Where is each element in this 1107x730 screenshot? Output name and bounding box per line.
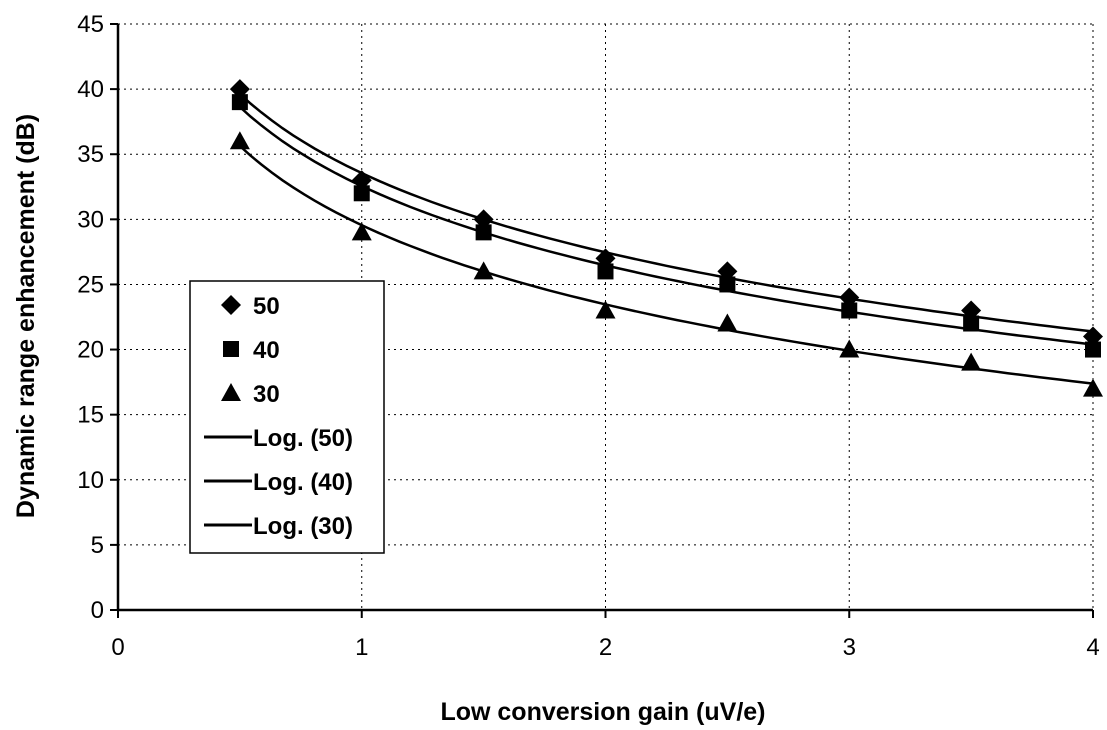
data-point-40 [841, 302, 858, 319]
y-tick-label: 40 [77, 76, 104, 103]
y-tick-label: 5 [91, 532, 104, 559]
tick-labels: 0 5 10 15 20 25 30 35 40 45 0 1 2 3 4 [77, 11, 1099, 661]
data-point-50 [1083, 326, 1103, 347]
data-point-30 [839, 339, 860, 358]
data-point-30 [229, 131, 250, 150]
data-point-30 [473, 261, 494, 280]
legend-label: 40 [253, 337, 280, 364]
x-axis-label: Low conversion gain (uV/e) [440, 698, 765, 726]
legend-marker-50 [221, 295, 241, 315]
data-point-50 [717, 261, 738, 282]
data-point-50 [351, 170, 372, 191]
x-tick-label: 3 [843, 634, 856, 661]
data-point-50 [595, 248, 616, 269]
data-point-50 [473, 209, 494, 230]
data-point-40 [963, 315, 980, 332]
y-tick-label: 45 [77, 11, 104, 38]
trendlines [239, 92, 1094, 385]
y-tick-label: 20 [77, 337, 104, 364]
data-point-30 [351, 222, 372, 241]
y-tick-label: 30 [77, 206, 104, 233]
data-point-40 [475, 224, 492, 241]
data-point-30 [1083, 378, 1103, 397]
y-tick-label: 25 [77, 271, 104, 298]
trendline-40 [239, 105, 1094, 346]
legend-box [189, 280, 385, 554]
x-tick-label: 0 [111, 634, 124, 661]
y-tick-label: 35 [77, 141, 104, 168]
data-point-50 [229, 79, 250, 100]
data-point-30 [961, 352, 982, 371]
legend-marker-40 [223, 341, 239, 357]
y-axis-label: Dynamic range enhancement (dB) [12, 114, 40, 518]
trendline-50 [239, 92, 1094, 333]
data-point-30 [717, 313, 738, 332]
axes [110, 23, 1094, 618]
data-points [229, 79, 1103, 397]
legend: 50 40 30 Log. (50) Log. (40) Log. (30) [189, 280, 385, 554]
x-tick-label: 4 [1086, 634, 1099, 661]
legend-label: 30 [253, 381, 280, 408]
data-point-40 [353, 185, 370, 202]
data-point-50 [961, 300, 982, 321]
legend-label: Log. (50) [253, 425, 353, 452]
data-point-30 [595, 300, 616, 319]
y-tick-label: 10 [77, 467, 104, 494]
data-point-40 [597, 263, 614, 280]
y-tick-label: 0 [91, 597, 104, 624]
data-point-40 [231, 94, 248, 111]
data-point-40 [1085, 341, 1101, 358]
x-tick-label: 2 [599, 634, 612, 661]
trendline-30 [239, 145, 1094, 385]
legend-label: 50 [253, 293, 280, 320]
legend-label: Log. (40) [253, 469, 353, 496]
legend-marker-30 [221, 383, 241, 401]
x-tick-label: 1 [355, 634, 368, 661]
data-point-40 [719, 276, 736, 293]
legend-label: Log. (30) [253, 513, 353, 540]
y-tick-label: 15 [77, 402, 104, 429]
data-point-50 [839, 287, 860, 308]
